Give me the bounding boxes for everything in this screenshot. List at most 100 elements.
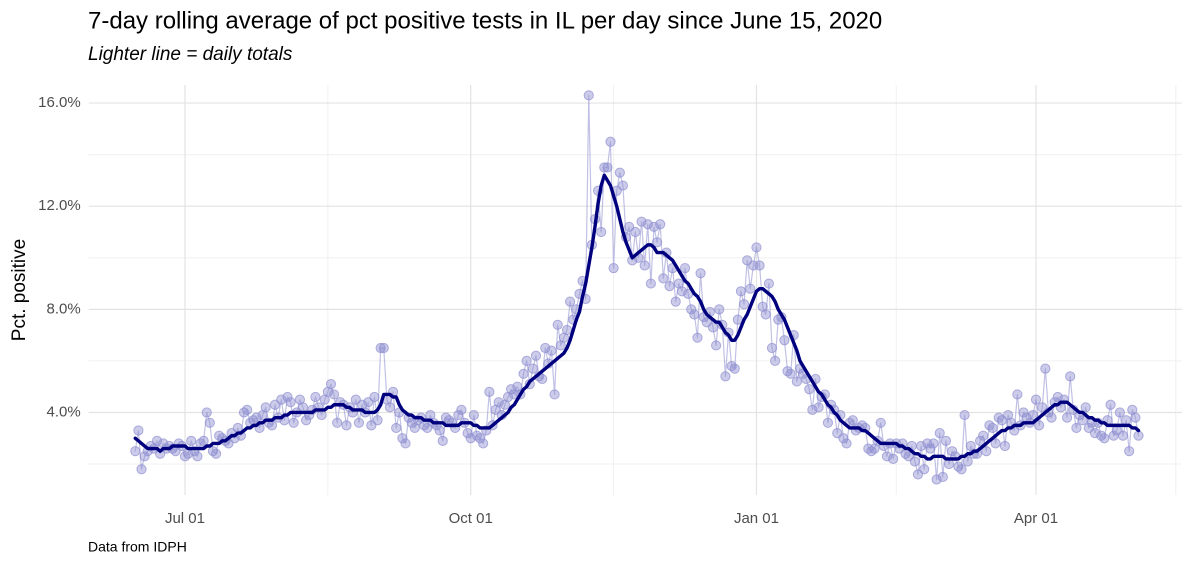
data-point <box>602 162 613 173</box>
data-point <box>133 425 144 436</box>
data-point <box>530 350 542 361</box>
data-point <box>478 438 489 449</box>
data-point <box>186 435 197 446</box>
data-point <box>282 391 293 403</box>
data-point <box>956 464 967 475</box>
data-point <box>139 451 150 462</box>
data-point <box>1030 394 1042 405</box>
data-point <box>670 296 681 307</box>
data-point <box>664 281 675 292</box>
data-point <box>391 422 402 434</box>
data-point <box>1089 428 1101 439</box>
data-point <box>251 412 262 423</box>
data-point <box>760 309 771 320</box>
data-point <box>990 438 1001 449</box>
data-point <box>565 296 576 307</box>
chart-subtitle: Lighter line = daily totals <box>88 44 293 65</box>
data-point <box>1105 399 1116 410</box>
data-point <box>822 417 834 428</box>
data-point <box>658 273 669 284</box>
data-point <box>130 446 141 457</box>
chart-title: 7-day rolling average of pct positive te… <box>88 7 882 34</box>
data-point <box>692 332 703 343</box>
data-point <box>605 136 616 147</box>
data-point <box>242 404 253 416</box>
data-point <box>676 286 688 297</box>
data-point <box>915 440 927 452</box>
data-point <box>943 458 955 470</box>
data-point <box>763 278 775 289</box>
series-line <box>133 173 1141 461</box>
data-point <box>630 226 641 238</box>
data-point <box>288 417 299 428</box>
data-point <box>925 443 936 454</box>
data-point <box>735 286 747 297</box>
data-point <box>791 376 802 387</box>
data-point <box>1071 422 1082 434</box>
data-point <box>608 262 619 274</box>
data-point <box>198 435 209 446</box>
data-point <box>328 389 340 400</box>
data-point <box>978 430 989 441</box>
x-tick-label: Apr 01 <box>1014 510 1058 527</box>
data-point <box>1052 391 1063 403</box>
data-point <box>301 415 312 426</box>
data-point <box>151 435 163 446</box>
data-point <box>583 90 594 101</box>
data-point <box>1061 412 1073 423</box>
data-point <box>453 409 464 421</box>
data-point <box>707 322 719 333</box>
data-point <box>297 402 309 413</box>
grid <box>88 85 1182 495</box>
data-point <box>353 417 365 428</box>
data-point <box>378 342 389 354</box>
data-point <box>847 415 858 426</box>
data-point <box>599 162 610 173</box>
data-point <box>648 221 660 232</box>
data-point <box>546 345 557 356</box>
data-point <box>285 397 296 408</box>
data-point <box>332 417 343 428</box>
data-point <box>437 435 448 446</box>
data-point <box>468 409 479 421</box>
data-point <box>561 324 573 336</box>
data-point <box>316 409 327 421</box>
data-point <box>931 474 942 485</box>
y-tick-label: 16.0% <box>38 94 81 111</box>
data-point <box>1034 420 1045 431</box>
data-point <box>928 438 939 449</box>
data-point <box>875 417 886 428</box>
data-point <box>310 391 321 403</box>
data-point <box>527 363 538 374</box>
data-point <box>934 428 945 439</box>
data-point <box>651 237 663 248</box>
data-point <box>881 451 893 462</box>
data-point <box>962 456 973 467</box>
data-point <box>506 384 517 395</box>
caption: Data from IDPH <box>88 539 187 555</box>
data-point <box>406 417 417 428</box>
data-point <box>518 368 529 379</box>
data-point <box>260 402 271 413</box>
data-point <box>540 342 551 354</box>
data-point <box>1065 371 1076 382</box>
data-point <box>341 420 352 431</box>
data-point <box>999 440 1011 452</box>
data-point <box>521 355 532 367</box>
data-point <box>754 260 765 271</box>
x-tick-label: Jul 01 <box>165 510 205 527</box>
data-point <box>456 404 467 416</box>
data-point <box>689 309 700 320</box>
data-point <box>1099 433 1110 444</box>
data-point <box>766 342 778 354</box>
data-point <box>1018 407 1029 418</box>
y-tick-label: 12.0% <box>38 197 81 214</box>
data-point <box>720 371 731 382</box>
y-tick-label: 4.0% <box>46 403 80 420</box>
data-point <box>276 394 287 405</box>
data-point <box>981 446 992 457</box>
data-point <box>959 409 970 421</box>
data-point <box>770 355 781 367</box>
data-point <box>655 219 666 230</box>
